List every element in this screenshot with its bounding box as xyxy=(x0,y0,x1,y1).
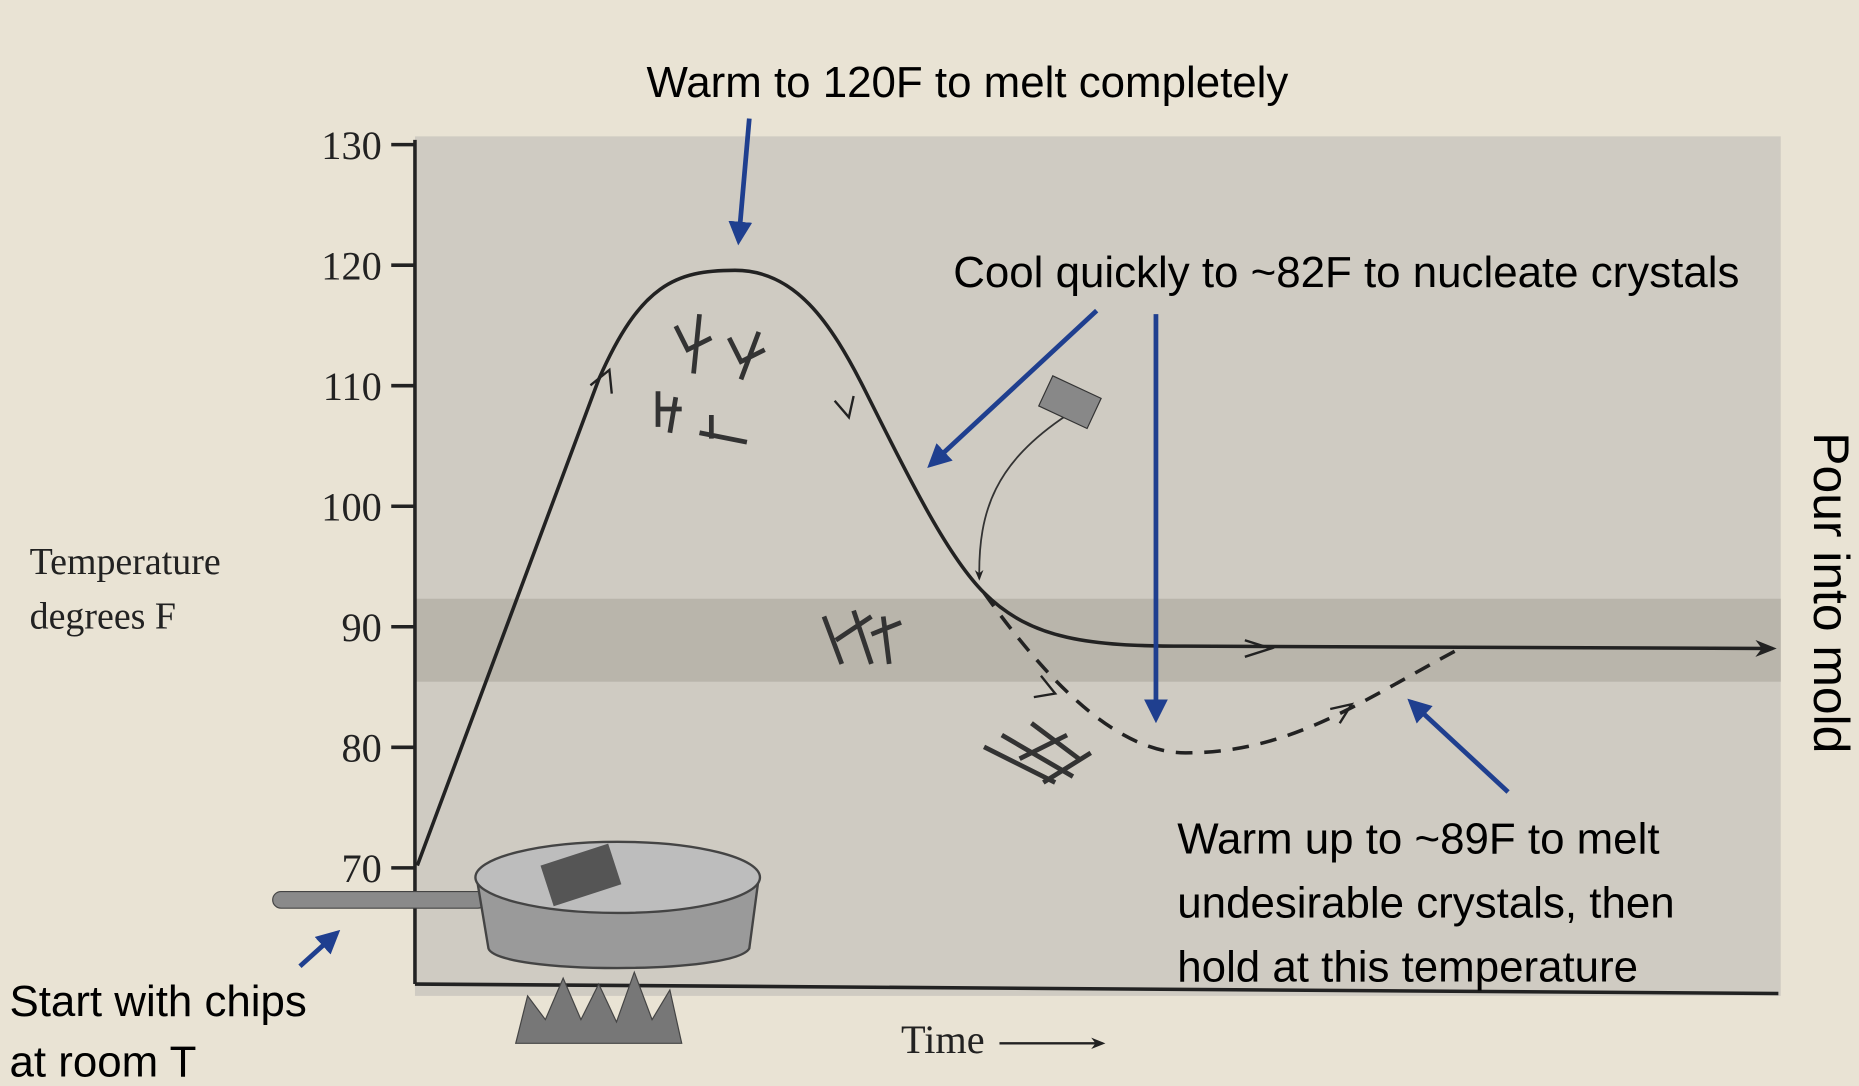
annotation: Start with chips xyxy=(9,977,306,1026)
crystals xyxy=(655,313,1092,785)
curve-arrow xyxy=(1329,702,1355,724)
y-axis-label: degrees F xyxy=(30,595,176,637)
annotation: at room T xyxy=(9,1038,196,1086)
y-tick-label: 70 xyxy=(341,846,381,891)
y-tick-label: 130 xyxy=(321,123,381,168)
annotation: Cool quickly to ~82F to nucleate crystal… xyxy=(953,248,1739,297)
x-axis xyxy=(414,982,1779,996)
y-tick-label: 110 xyxy=(323,364,382,409)
temper-band xyxy=(414,598,1781,682)
seed-arrow xyxy=(974,414,1068,581)
y-axis-label: Temperature xyxy=(30,541,221,583)
annotation: Warm to 120F to melt completely xyxy=(647,58,1289,107)
annotation: Warm up to ~89F to melt xyxy=(1177,815,1659,864)
y-tick-label: 120 xyxy=(321,243,381,288)
curve-arrow xyxy=(589,367,613,394)
seed-chocolate xyxy=(1037,375,1102,430)
curve-arrow xyxy=(1244,639,1275,658)
curve-arrow xyxy=(1033,675,1058,699)
pan xyxy=(272,840,762,1044)
y-tick-label: 100 xyxy=(321,484,381,529)
y-tick-label: 80 xyxy=(341,726,381,771)
annotation: undesirable crystals, then xyxy=(1177,879,1674,928)
side-label: Pour into mold xyxy=(1803,432,1859,753)
curve-arrow xyxy=(833,395,855,420)
temperature-curve xyxy=(415,268,1777,867)
seeded-curve xyxy=(982,591,1466,755)
y-tick-label: 90 xyxy=(341,605,381,650)
x-axis-label: Time xyxy=(901,1017,985,1062)
annotation-arrows xyxy=(298,118,1510,969)
annotation: hold at this temperature xyxy=(1177,943,1638,992)
